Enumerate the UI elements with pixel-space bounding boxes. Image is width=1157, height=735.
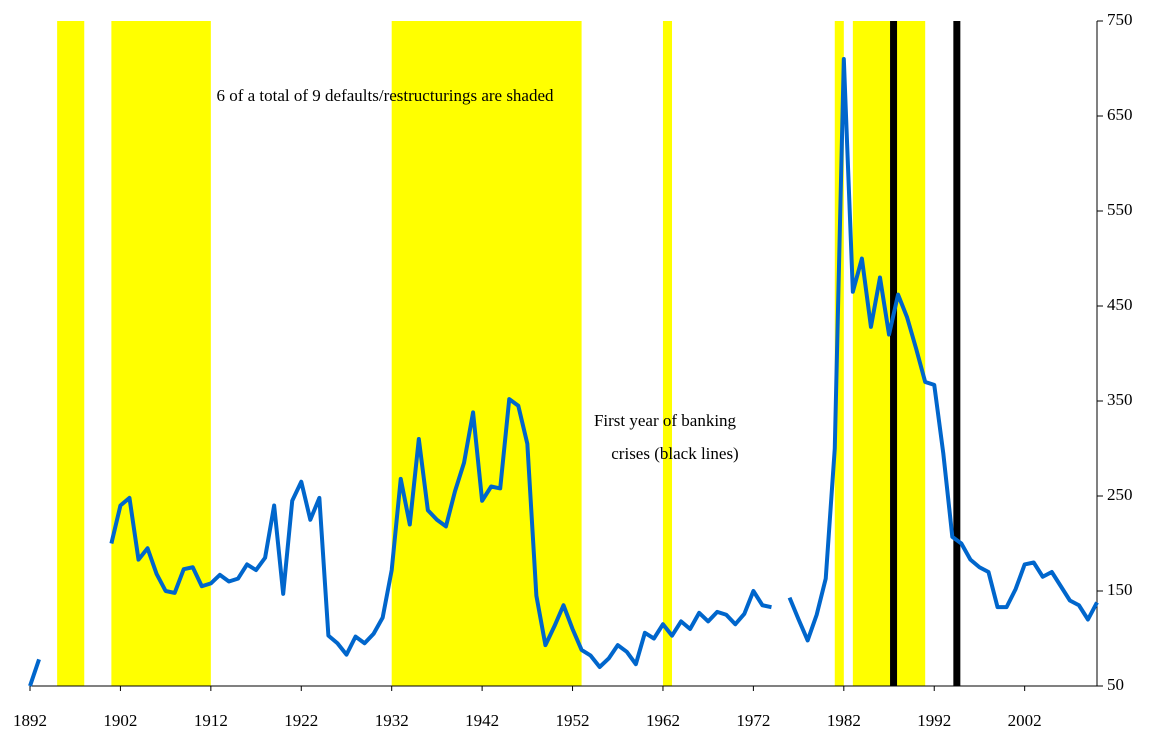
y-tick-label: 650 [1107,105,1133,124]
x-tick-label: 1982 [827,711,861,730]
banking-crisis-line [953,21,961,686]
x-tick-label: 1932 [375,711,409,730]
default-shade [834,21,844,686]
y-tick-label: 550 [1107,200,1133,219]
y-tick-label: 150 [1107,580,1133,599]
default-shade [391,21,582,686]
default-shade [57,21,85,686]
y-tick-label: 250 [1107,485,1133,504]
data-line [28,57,1099,687]
default-shade [852,21,926,686]
x-tick-label: 1922 [284,711,318,730]
x-tick-label: 1892 [13,711,47,730]
x-tick-label: 1902 [103,711,137,730]
annotation: First year of banking [594,411,737,430]
x-tick-label: 1952 [556,711,590,730]
default-shade [662,21,673,686]
x-tick-label: 2002 [1008,711,1042,730]
x-tick-label: 1972 [736,711,770,730]
annotation: 6 of a total of 9 defaults/restructuring… [216,86,554,105]
y-tick-label: 350 [1107,390,1133,409]
y-tick-label: 50 [1107,675,1124,694]
annotation: crises (black lines) [611,444,738,463]
default-shade [111,21,211,686]
x-tick-label: 1962 [646,711,680,730]
x-tick-label: 1942 [465,711,499,730]
x-tick-label: 1992 [917,711,951,730]
y-tick-label: 750 [1107,10,1133,29]
y-tick-label: 450 [1107,295,1133,314]
background-layer [57,21,926,686]
banking-crisis-line [890,21,898,686]
x-tick-label: 1912 [194,711,228,730]
